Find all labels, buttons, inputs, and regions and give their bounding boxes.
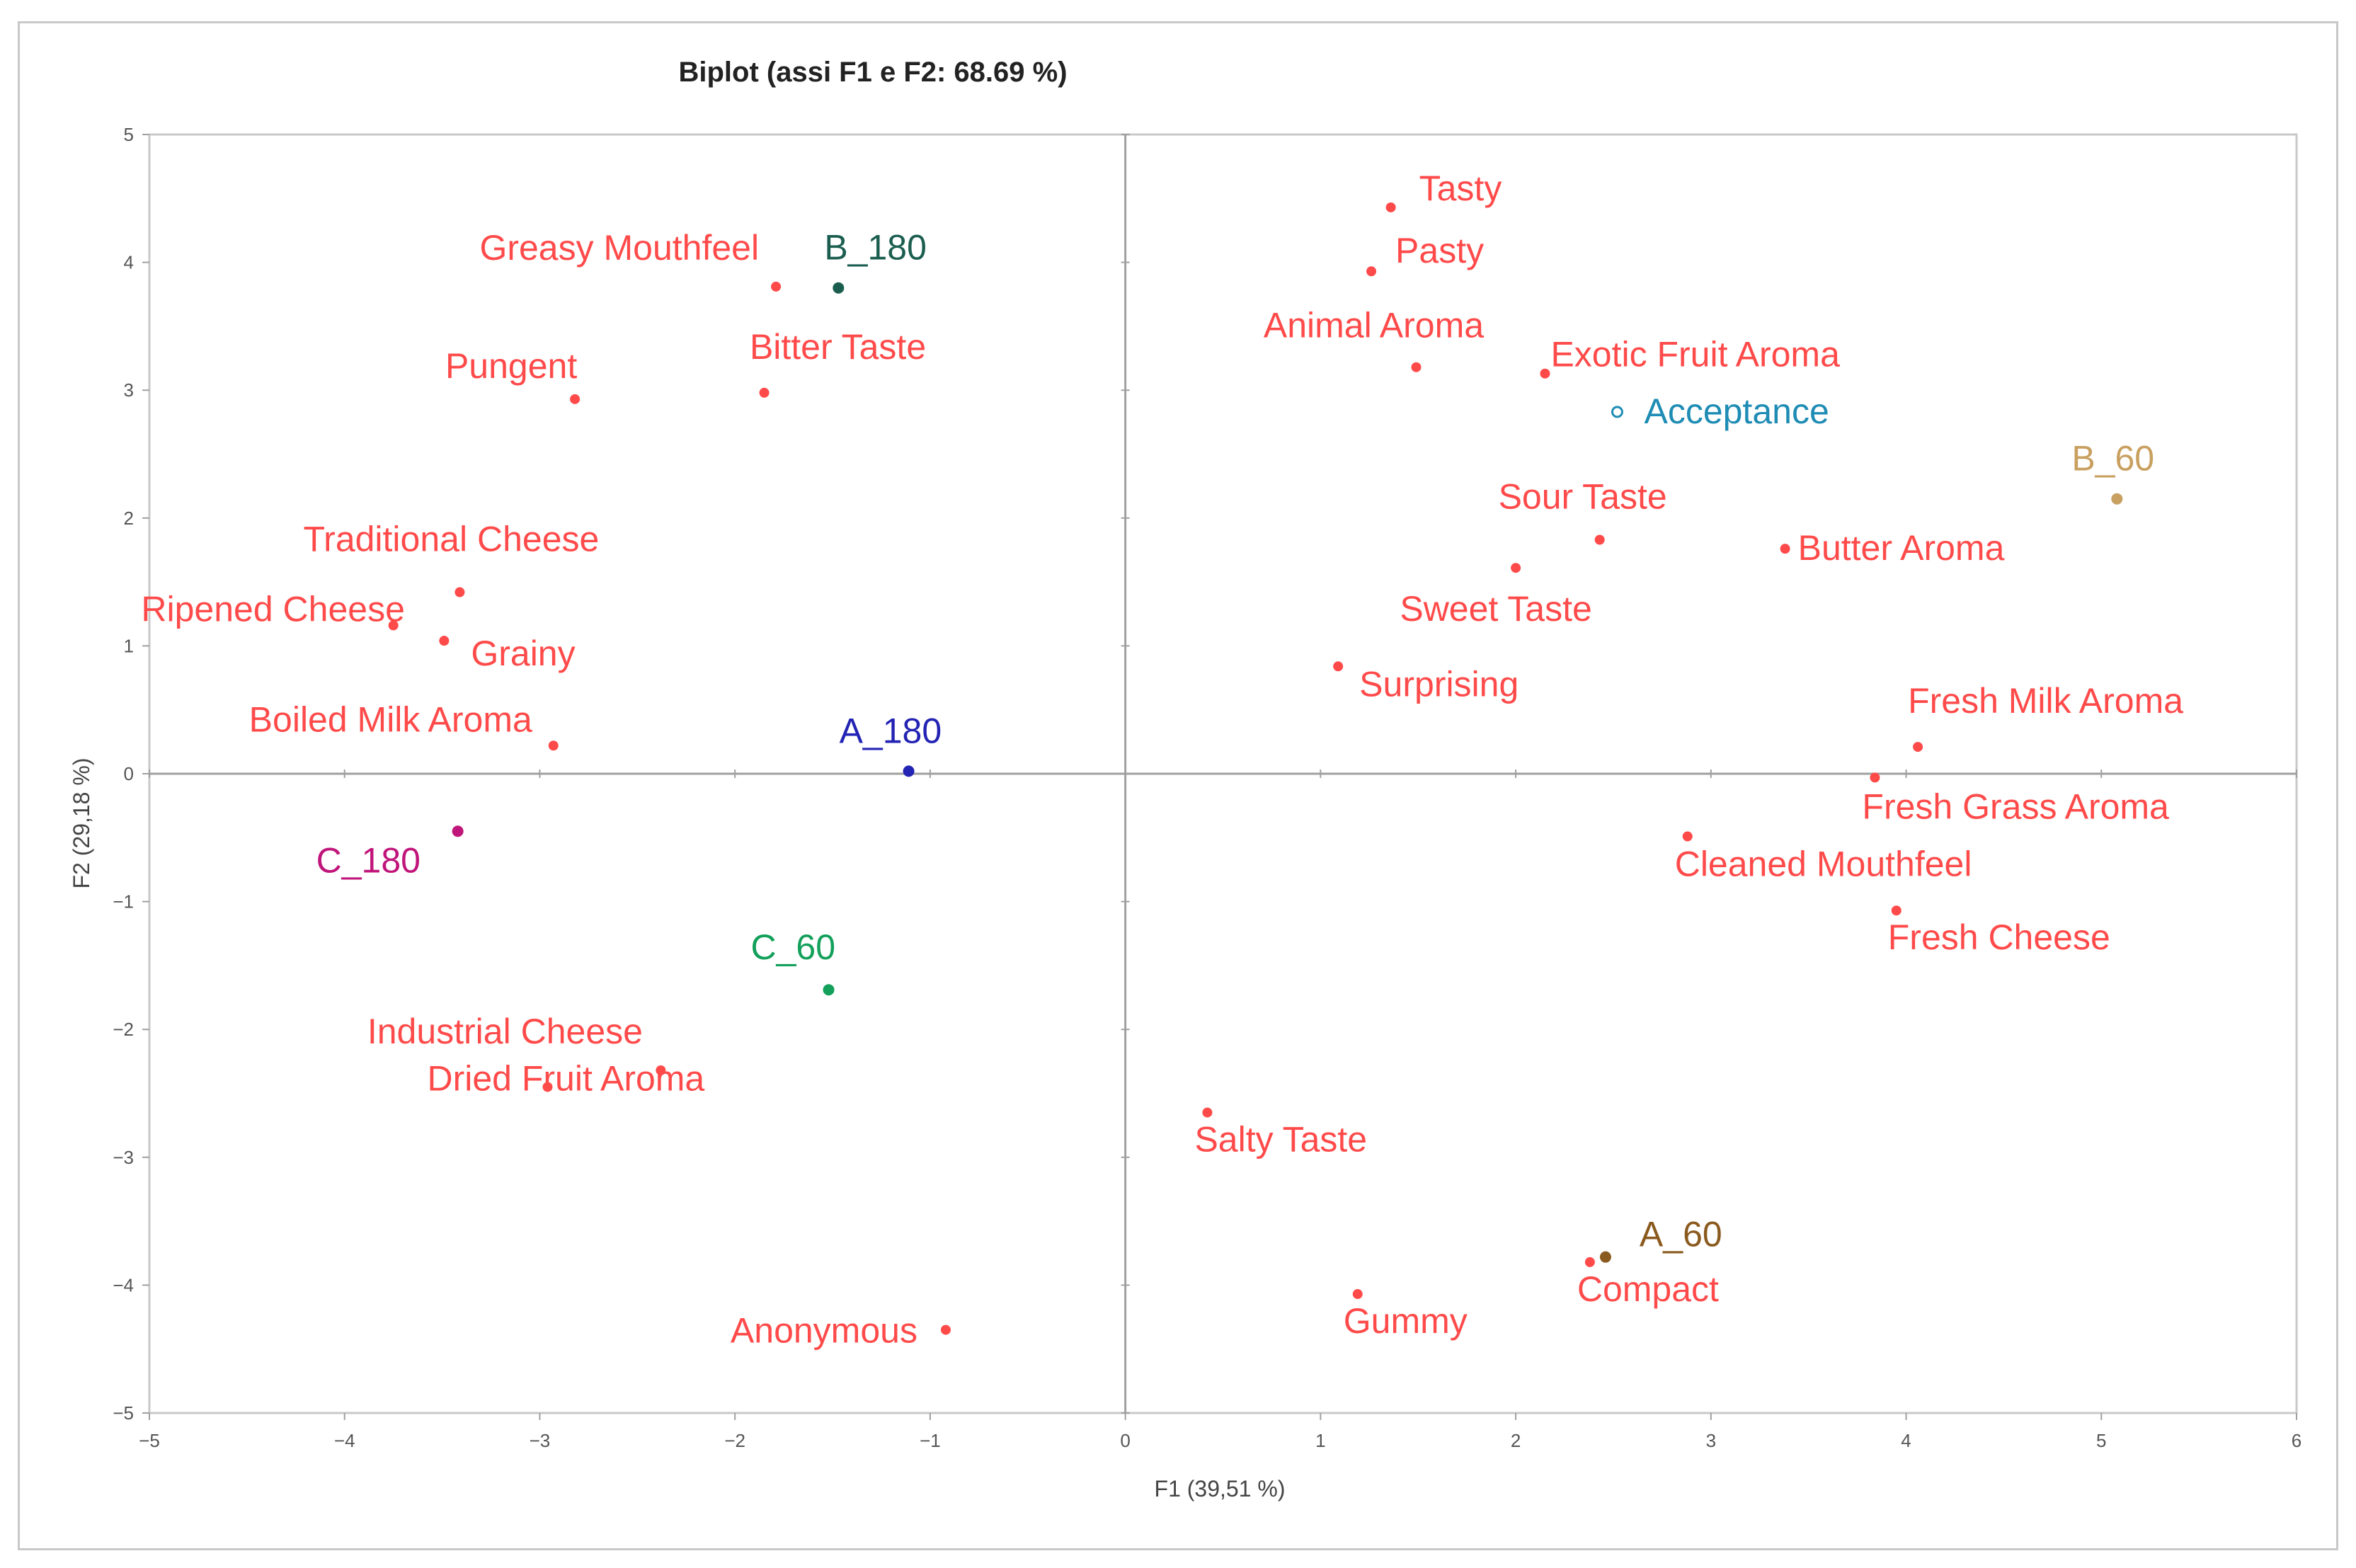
point-greasy-mouthfeel <box>771 281 782 292</box>
label-gummy: Gummy <box>1344 1301 1468 1341</box>
label-bitter-taste: Bitter Taste <box>750 327 926 367</box>
y-tick-label: 1 <box>124 635 134 656</box>
point-fresh-grass-aroma <box>1870 772 1880 783</box>
y-tick-label: −2 <box>113 1019 134 1040</box>
point-surprising <box>1333 661 1344 672</box>
point-anonymous <box>940 1324 951 1335</box>
label-a-60: A_60 <box>1640 1215 1722 1254</box>
point-b-180 <box>833 282 845 294</box>
x-tick-label: 0 <box>1120 1430 1130 1451</box>
x-tick-label: −3 <box>530 1430 551 1451</box>
label-b-60: B_60 <box>2071 439 2154 479</box>
label-fresh-grass-aroma: Fresh Grass Aroma <box>1862 786 2169 826</box>
point-ripened-cheese <box>388 620 399 631</box>
label-a-180: A_180 <box>840 711 942 750</box>
label-anonymous: Anonymous <box>731 1311 917 1351</box>
label-pasty: Pasty <box>1395 231 1484 270</box>
point-bitter-taste <box>759 387 770 398</box>
point-butter-aroma <box>1780 544 1790 554</box>
point-cleaned-mouthfeel <box>1682 831 1693 842</box>
point-salty-taste <box>1202 1107 1213 1118</box>
y-tick-label: −1 <box>113 891 134 912</box>
label-compact: Compact <box>1577 1269 1719 1309</box>
x-tick-label: 1 <box>1315 1430 1325 1451</box>
point-compact <box>1584 1257 1595 1267</box>
point-c-60 <box>823 984 835 996</box>
label-fresh-cheese: Fresh Cheese <box>1888 917 2110 957</box>
point-c-180 <box>452 825 464 837</box>
label-surprising: Surprising <box>1359 664 1519 704</box>
point-industrial-cheese <box>656 1065 666 1075</box>
label-exotic-fruit-aroma: Exotic Fruit Aroma <box>1550 335 1840 374</box>
label-acceptance: Acceptance <box>1644 391 1829 431</box>
label-cleaned-mouthfeel: Cleaned Mouthfeel <box>1675 844 1972 883</box>
chart-title: Biplot (assi F1 e F2: 68.69 %) <box>678 57 1067 88</box>
label-traditional-cheese: Traditional Cheese <box>303 520 599 559</box>
label-grainy: Grainy <box>471 634 575 673</box>
axes-layer <box>149 135 2297 1413</box>
y-tick-label: −4 <box>113 1274 134 1295</box>
label-c-180: C_180 <box>316 840 421 880</box>
point-fresh-milk-aroma <box>1913 742 1923 752</box>
y-tick-label: −3 <box>113 1147 134 1168</box>
point-fresh-cheese <box>1891 905 1902 916</box>
label-sweet-taste: Sweet Taste <box>1400 589 1591 629</box>
label-c-60: C_60 <box>751 927 836 967</box>
y-tick-label: 3 <box>124 379 134 401</box>
point-traditional-cheese <box>454 587 465 597</box>
label-b-180: B_180 <box>824 228 927 268</box>
y-axis-label: F2 (29,18 %) <box>69 758 94 889</box>
label-boiled-milk-aroma: Boiled Milk Aroma <box>249 699 532 739</box>
point-gummy <box>1352 1289 1363 1300</box>
label-animal-aroma: Animal Aroma <box>1264 306 1484 345</box>
label-sour-taste: Sour Taste <box>1499 477 1667 517</box>
x-tick-label: 3 <box>1706 1430 1716 1451</box>
point-a-60 <box>1599 1251 1611 1263</box>
point-pungent <box>570 394 581 404</box>
point-boiled-milk-aroma <box>548 740 559 751</box>
x-tick-label: 4 <box>1901 1430 1911 1451</box>
label-industrial-cheese: Industrial Cheese <box>367 1012 643 1051</box>
x-tick-label: −1 <box>920 1430 941 1451</box>
x-tick-label: 6 <box>2292 1430 2301 1451</box>
point-pasty <box>1366 266 1377 277</box>
point-animal-aroma <box>1411 362 1422 372</box>
y-tick-label: 4 <box>124 252 134 273</box>
point-sweet-taste <box>1511 563 1521 573</box>
x-tick-label: 2 <box>1511 1430 1521 1451</box>
x-tick-label: −2 <box>724 1430 745 1451</box>
point-a-180 <box>903 765 915 777</box>
biplot-chart: Biplot (assi F1 e F2: 68.69 %) −5 −4 −3 −2−… <box>69 57 2301 1501</box>
label-tasty: Tasty <box>1419 168 1502 208</box>
label-greasy-mouthfeel: Greasy Mouthfeel <box>479 228 759 268</box>
y-tick-label: 2 <box>124 508 134 529</box>
ticks-layer: −5 −4 −3 −2 −1 0 1 2 3 4 5 6 5 4 3 2 1 0 −1 −2 −3 −4 −5 <box>113 124 2301 1451</box>
chart-frame: Biplot (assi F1 e F2: 68.69 %) −5 −4 −3 −2−… <box>18 21 2338 1550</box>
x-tick-label: 5 <box>2096 1430 2106 1451</box>
x-tick-label: −4 <box>334 1430 355 1451</box>
point-b-60 <box>2111 493 2123 505</box>
point-grainy <box>439 636 450 646</box>
point-tasty <box>1385 202 1396 212</box>
x-tick-label: −5 <box>139 1430 160 1451</box>
point-exotic-fruit-aroma <box>1540 368 1550 379</box>
points-layer: Tasty Pasty Animal Aroma Exotic Fruit Aroma… <box>141 168 2183 1351</box>
point-acceptance <box>1611 406 1623 418</box>
point-sour-taste <box>1594 534 1605 545</box>
y-tick-label: 0 <box>124 763 134 784</box>
x-axis-label: F1 (39,51 %) <box>1155 1476 1286 1501</box>
label-pungent: Pungent <box>445 346 577 386</box>
label-butter-aroma: Butter Aroma <box>1798 528 2005 568</box>
label-ripened-cheese: Ripened Cheese <box>141 590 405 629</box>
point-dried-fruit-aroma <box>542 1082 553 1092</box>
y-tick-label: 5 <box>124 124 134 145</box>
label-dried-fruit-aroma: Dried Fruit Aroma <box>427 1058 704 1098</box>
label-salty-taste: Salty Taste <box>1194 1120 1367 1160</box>
label-fresh-milk-aroma: Fresh Milk Aroma <box>1908 681 2183 721</box>
y-tick-label: −5 <box>113 1402 134 1424</box>
